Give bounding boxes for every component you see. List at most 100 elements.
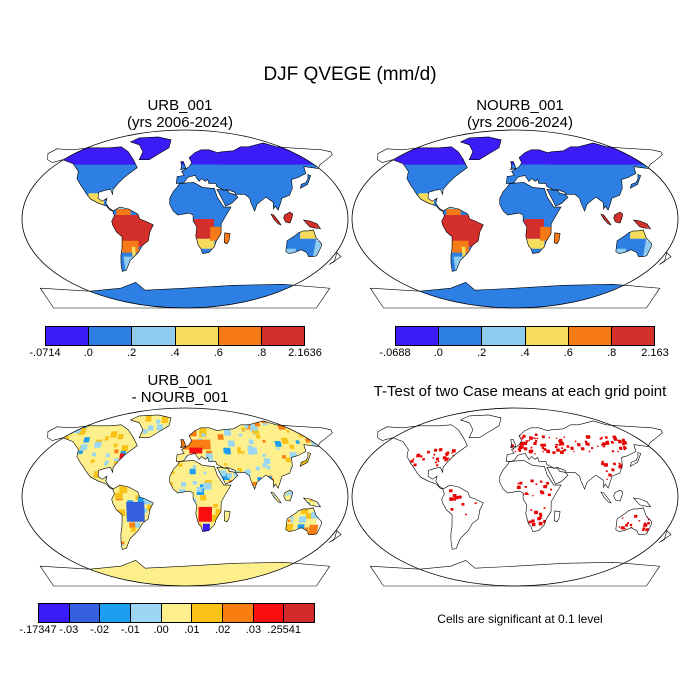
- significant-cell: [533, 442, 537, 445]
- significant-cell: [611, 468, 615, 472]
- ocean: [352, 408, 678, 586]
- significant-cell: [641, 528, 645, 531]
- significant-cell: [445, 452, 449, 456]
- significant-cell: [434, 461, 438, 464]
- significant-cell: [543, 507, 546, 509]
- significant-cell: [638, 520, 641, 522]
- field-cell: [226, 473, 233, 478]
- significant-cell: [611, 450, 615, 453]
- significant-cell: [532, 495, 534, 497]
- colorbar-tick-label: .0: [83, 347, 93, 359]
- field-cell: [180, 482, 187, 487]
- colorbar-swatch: [482, 327, 526, 345]
- colorbar-swatch: [192, 604, 224, 622]
- significant-cell: [601, 460, 604, 463]
- field-cell: [262, 439, 266, 443]
- significant-cell: [452, 498, 455, 501]
- field-cell: [225, 440, 229, 443]
- significant-cell: [608, 473, 612, 477]
- coastlines: [369, 414, 672, 587]
- significant-cell: [584, 440, 588, 444]
- significant-cell: [556, 448, 560, 452]
- significant-cell: [546, 482, 550, 485]
- colorbar-diff: [38, 603, 315, 623]
- colorbar-labels-nourb: -.0688 .0 .2 .4 .6 .8 2.163: [379, 347, 668, 361]
- field-cell: [249, 445, 253, 449]
- field-cell: [330, 436, 335, 439]
- significant-cell: [442, 456, 447, 460]
- significant-cell: [516, 485, 521, 489]
- significant-cell: [533, 437, 535, 439]
- colorbar-swatch: [100, 604, 132, 622]
- significant-cell: [617, 450, 619, 453]
- field-cell: [285, 429, 290, 433]
- significant-cell: [612, 462, 616, 466]
- colorbar-swatch: [223, 604, 254, 622]
- significant-cell: [543, 485, 547, 489]
- significant-cell: [605, 470, 608, 473]
- colorbar-tick-label: -.01: [120, 624, 140, 636]
- field-patch: [461, 246, 466, 257]
- significant-cell: [553, 451, 556, 454]
- field-patch: [131, 246, 136, 257]
- significant-cell: [573, 451, 575, 453]
- significant-cell: [559, 442, 564, 445]
- map-urb: [21, 129, 349, 309]
- significant-cell: [627, 522, 630, 524]
- significant-cell: [563, 436, 565, 438]
- field-cell: [274, 441, 282, 447]
- significant-cell: [555, 437, 558, 439]
- significant-cell: [542, 443, 547, 447]
- field-cell: [189, 468, 196, 475]
- significant-cell: [554, 445, 558, 449]
- coastlines: [369, 136, 672, 309]
- significant-cell: [447, 451, 449, 454]
- significant-cell: [629, 523, 633, 526]
- field-cell: [285, 493, 289, 496]
- field-cell: [172, 477, 177, 481]
- significant-cell: [596, 445, 599, 447]
- significant-cell: [606, 478, 608, 480]
- significant-cell: [559, 438, 563, 442]
- field-cell: [121, 445, 129, 451]
- significant-cell: [450, 508, 454, 511]
- colorbar-tick-label: .2: [127, 347, 137, 359]
- significant-cell: [416, 453, 421, 458]
- map-border: [351, 407, 679, 587]
- field-cell: [219, 470, 227, 477]
- significant-cell: [534, 440, 538, 443]
- significant-cell: [528, 520, 532, 524]
- significant-cell: [599, 437, 602, 440]
- significant-cell: [605, 441, 609, 444]
- map-ttest: [351, 407, 679, 587]
- significant-cell: [452, 494, 457, 498]
- colorbar-tick-label: -.17347: [19, 624, 57, 636]
- significant-cell: [604, 436, 608, 439]
- colorbar-swatch: [69, 604, 101, 622]
- field-cell: [196, 487, 203, 492]
- colorbar-swatch: [175, 327, 219, 345]
- significant-cell: [433, 448, 438, 452]
- colorbar-tick-label: 2.163: [641, 347, 669, 359]
- field-cell: [155, 419, 161, 424]
- significant-cell: [449, 489, 453, 493]
- field-cell: [335, 459, 342, 465]
- significant-cell: [454, 498, 456, 501]
- significant-cell: [537, 517, 541, 521]
- significant-cell: [566, 445, 570, 448]
- field-cell: [257, 437, 265, 444]
- significant-cell: [522, 434, 526, 438]
- significant-cell: [543, 448, 547, 451]
- significant-cell: [588, 450, 591, 453]
- field-cell: [40, 441, 47, 448]
- field-patch: [189, 447, 203, 454]
- colorbar-tick-label: .4: [170, 347, 180, 359]
- field-cell: [342, 523, 349, 528]
- field-cell: [240, 446, 246, 452]
- field-cell: [117, 434, 124, 440]
- significant-cell: [465, 513, 467, 516]
- field-cell: [262, 453, 267, 457]
- field-cell: [78, 450, 84, 454]
- field-cell: [142, 429, 148, 434]
- significant-cell: [590, 447, 594, 450]
